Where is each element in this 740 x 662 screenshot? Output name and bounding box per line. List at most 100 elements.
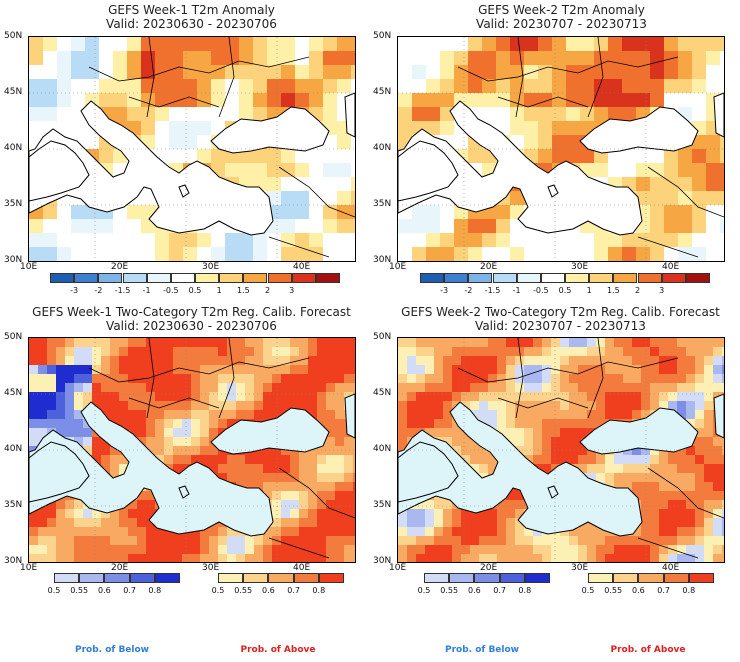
field-cell [605,455,615,465]
field-cell [566,233,581,248]
field-cell [470,365,480,375]
field-cell [496,205,511,220]
field-cell [200,401,210,411]
anomaly-colorbar-week2: -3 -2 -1.5 -1 -0.5 0.5 1 1.5 2 3 [420,273,710,295]
field-cell [146,545,156,555]
field-cell [38,554,48,562]
field-cell [524,93,539,108]
field-cell [169,247,184,261]
panel2-title-text: GEFS Week-2 T2m Anomaly [478,3,645,17]
field-cell [605,347,615,357]
field-cell [641,383,651,393]
field-cell [560,545,570,555]
field-cell [677,509,687,519]
field-cell [678,233,693,248]
field-cell [164,554,174,562]
field-cell [452,374,462,384]
field-cell [254,338,264,348]
field-cell [479,401,489,411]
field-cell [569,374,579,384]
field-cell [83,338,93,348]
field-cell [227,374,237,384]
colorbar-swatch [524,573,550,583]
field-cell [335,527,345,537]
field-cell [470,545,480,555]
field-cell [137,545,147,555]
field-cell [632,554,642,562]
field-cell [218,383,228,393]
panel3-title: GEFS Week-1 Two-Category T2m Reg. Calib.… [13,305,370,333]
field-cell [713,437,723,447]
field-cell [623,401,633,411]
field-cell [164,374,174,384]
field-cell [245,383,255,393]
field-cell [43,65,58,80]
field-cell [245,374,255,384]
colorbar-label: 0.5 [581,586,595,595]
field-cell [551,536,561,546]
field-cell [47,410,57,420]
field-cell [632,482,642,492]
lat-tick-label: 40N [4,444,23,454]
field-cell [686,500,696,510]
field-cell [200,554,210,562]
field-cell [83,356,93,366]
field-cell [295,37,310,52]
field-cell [225,65,240,80]
field-cell [164,428,174,438]
field-cell [412,93,427,108]
field-cell [299,392,309,402]
field-cell [461,392,471,402]
field-cell [227,365,237,375]
field-cell [110,464,120,474]
field-cell [290,518,300,528]
field-cell [668,374,678,384]
field-cell [211,79,226,94]
field-cell [692,219,707,234]
colorbar-label: 0.6 [468,586,481,595]
field-cell [636,233,651,248]
field-cell [412,247,427,261]
field-cell [101,446,111,456]
field-cell [695,401,705,411]
field-cell [398,527,408,537]
field-cell [173,383,183,393]
colorbar-swatch [79,573,105,583]
field-cell [236,473,246,483]
field-cell [137,554,147,562]
field-cell [623,374,633,384]
field-cell [482,79,497,94]
field-cell [183,79,198,94]
field-cell [668,509,678,519]
field-cell [182,536,192,546]
field-cell [695,410,705,420]
field-cell [267,177,282,192]
field-cell [29,365,39,375]
field-cell [398,509,408,519]
lon-tick-label: 30E [571,262,589,272]
lon-tick-label: 40E [293,262,311,272]
panel1-title-text: GEFS Week-1 T2m Anomaly [108,3,275,17]
field-cell [641,392,651,402]
field-cell [636,79,651,94]
colorbar-label: 0.8 [312,586,326,595]
field-cell [137,527,147,537]
field-cell [578,536,588,546]
field-cell [434,536,444,546]
field-cell [569,383,579,393]
field-cell [263,356,273,366]
field-cell [43,205,58,220]
field-cell [677,446,687,456]
field-cell [488,401,498,411]
field-cell [614,365,624,375]
field-cell [173,455,183,465]
field-cell [92,356,102,366]
field-cell [524,135,539,150]
country-border [268,537,330,559]
field-cell [92,392,102,402]
field-cell [326,464,336,474]
field-cell [155,527,165,537]
field-cell [664,149,679,164]
field-cell [440,247,455,261]
week2-probability-map [397,337,725,563]
